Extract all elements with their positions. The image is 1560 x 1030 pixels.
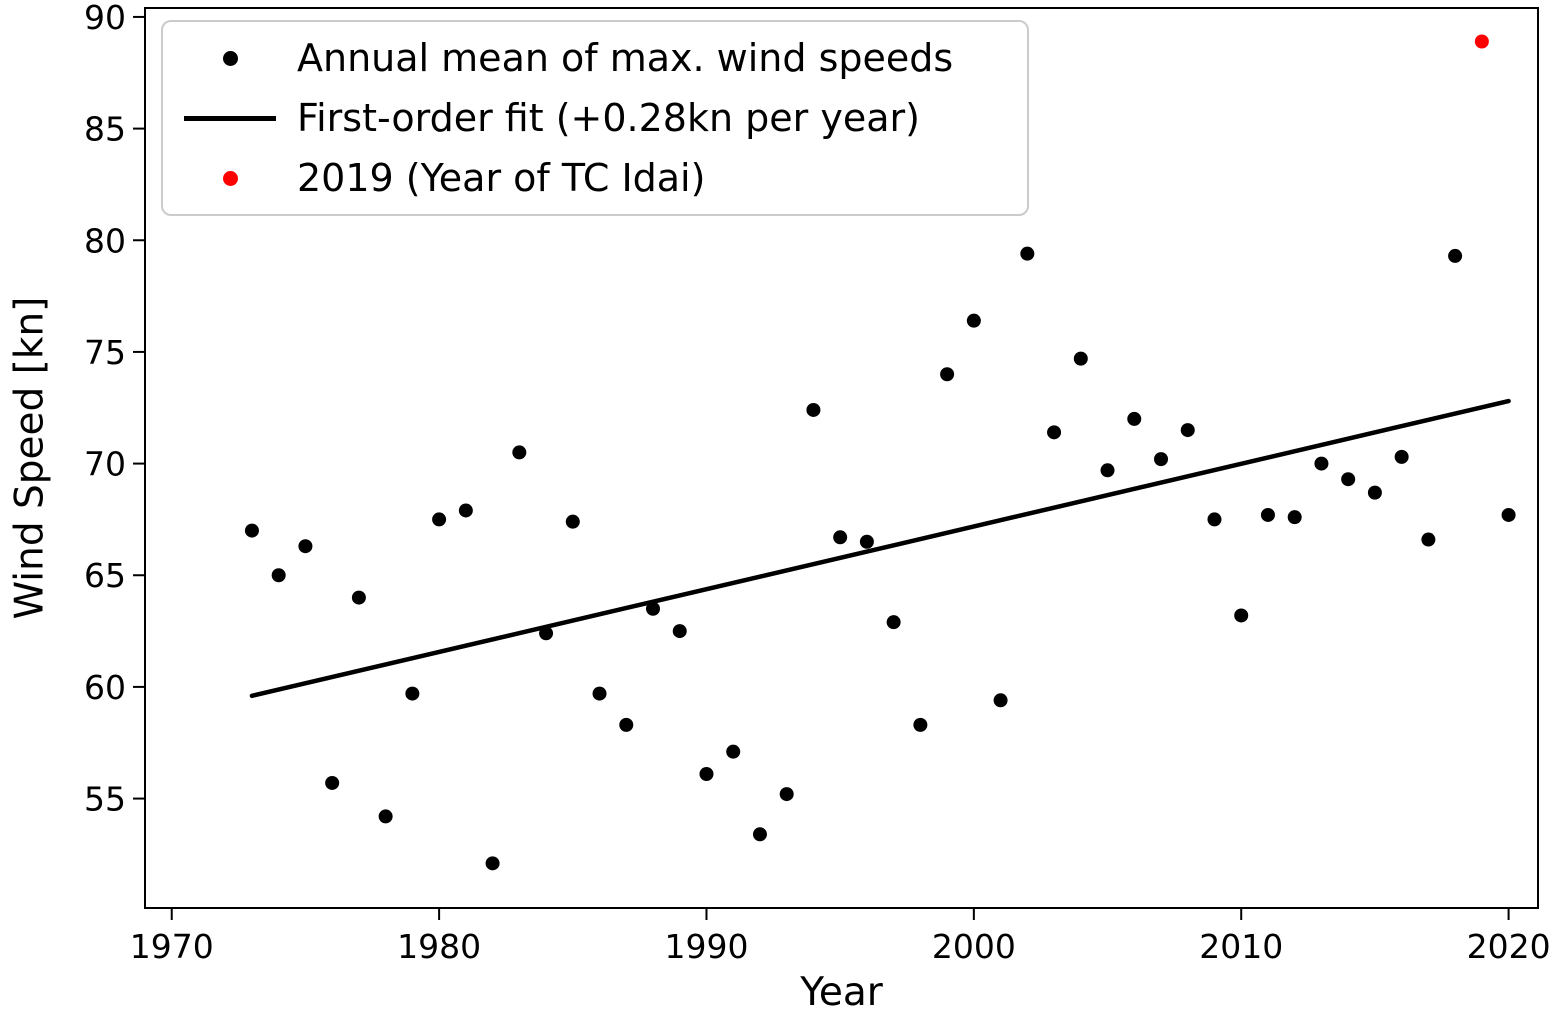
data-point — [485, 856, 500, 871]
y-tick-label: 80 — [84, 221, 126, 260]
x-axis-label: Year — [800, 970, 883, 1015]
data-point — [699, 767, 714, 782]
data-point — [1020, 246, 1035, 261]
legend-entry-annual-mean: Annual mean of max. wind speeds — [163, 28, 1027, 88]
legend-label-first-order-fit: First-order fit (+0.28kn per year) — [297, 96, 920, 140]
data-point — [565, 514, 580, 529]
legend-entry-first-order-fit: First-order fit (+0.28kn per year) — [163, 88, 1027, 148]
y-tick-label: 70 — [84, 445, 126, 484]
data-point — [886, 615, 901, 630]
legend-label-tc-idai-2019: 2019 (Year of TC Idai) — [297, 156, 706, 200]
y-tick-label: 55 — [84, 780, 126, 819]
data-point — [672, 624, 687, 639]
data-point — [1127, 411, 1142, 426]
data-point — [1448, 248, 1463, 263]
legend-marker-cell — [163, 115, 297, 121]
data-point — [378, 809, 393, 824]
y-tick-label: 90 — [84, 0, 126, 37]
y-axis-label: Wind Speed [kn] — [7, 296, 53, 620]
data-point — [592, 686, 607, 701]
data-point — [619, 717, 634, 732]
data-point — [779, 787, 794, 802]
plot-border — [144, 7, 1539, 909]
data-point — [1421, 532, 1436, 547]
data-point — [859, 534, 874, 549]
x-tick-label: 1970 — [130, 927, 214, 966]
y-tick-label: 75 — [84, 333, 126, 372]
data-point — [752, 827, 767, 842]
data-point — [726, 744, 741, 759]
data-point — [1314, 456, 1329, 471]
data-point — [1367, 485, 1382, 500]
data-point — [1073, 351, 1088, 366]
y-tick-label: 60 — [84, 668, 126, 707]
data-point — [1180, 423, 1195, 438]
legend-label-annual-mean: Annual mean of max. wind speeds — [297, 36, 954, 80]
data-point — [351, 590, 366, 605]
data-point — [966, 313, 981, 328]
first-order-fit-line — [249, 398, 1511, 699]
legend-marker-cell — [163, 170, 297, 186]
data-point — [806, 402, 821, 417]
x-tick-label: 2020 — [1467, 927, 1551, 966]
data-point — [458, 503, 473, 518]
data-point — [1234, 608, 1249, 623]
x-tick-label: 1980 — [397, 927, 481, 966]
data-point — [646, 601, 661, 616]
y-tick-label: 85 — [84, 110, 126, 149]
data-point — [1260, 507, 1275, 522]
data-point — [1287, 510, 1302, 525]
data-point — [432, 512, 447, 527]
data-point — [512, 445, 527, 460]
legend-marker-cell — [163, 50, 297, 66]
data-point — [1501, 507, 1516, 522]
x-tick-label: 2000 — [932, 927, 1016, 966]
black-dot-marker-icon — [222, 50, 238, 66]
data-point — [539, 626, 554, 641]
data-point — [1047, 425, 1062, 440]
data-point — [1341, 472, 1356, 487]
data-point — [833, 530, 848, 545]
fit-line-marker-icon — [184, 115, 276, 121]
x-tick-label: 2010 — [1199, 927, 1283, 966]
data-point — [244, 523, 259, 538]
legend-entry-tc-idai-2019: 2019 (Year of TC Idai) — [163, 148, 1027, 208]
data-point — [298, 539, 313, 554]
data-point — [1154, 452, 1169, 467]
highlight-point-2019 — [1474, 34, 1489, 49]
data-point — [1207, 512, 1222, 527]
data-point — [993, 693, 1008, 708]
data-point — [1394, 449, 1409, 464]
legend: Annual mean of max. wind speeds First-or… — [161, 20, 1029, 216]
data-point — [940, 367, 955, 382]
x-tick-label: 1990 — [664, 927, 748, 966]
data-point — [913, 717, 928, 732]
data-point — [405, 686, 420, 701]
data-point — [271, 568, 286, 583]
data-point — [325, 775, 340, 790]
data-point — [1100, 463, 1115, 478]
red-dot-marker-icon — [222, 170, 238, 186]
y-tick-label: 65 — [84, 556, 126, 595]
